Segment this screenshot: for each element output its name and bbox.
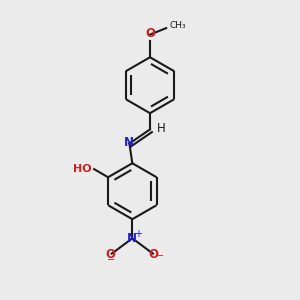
Text: N: N <box>124 136 134 149</box>
Text: −: − <box>107 254 115 265</box>
Text: H: H <box>157 122 166 135</box>
Text: −: − <box>156 251 164 261</box>
Text: CH₃: CH₃ <box>170 21 186 30</box>
Text: N: N <box>127 232 137 245</box>
Text: O: O <box>149 248 159 261</box>
Text: +: + <box>134 229 142 239</box>
Text: O: O <box>145 27 155 40</box>
Text: O: O <box>106 248 116 261</box>
Text: HO: HO <box>73 164 91 173</box>
